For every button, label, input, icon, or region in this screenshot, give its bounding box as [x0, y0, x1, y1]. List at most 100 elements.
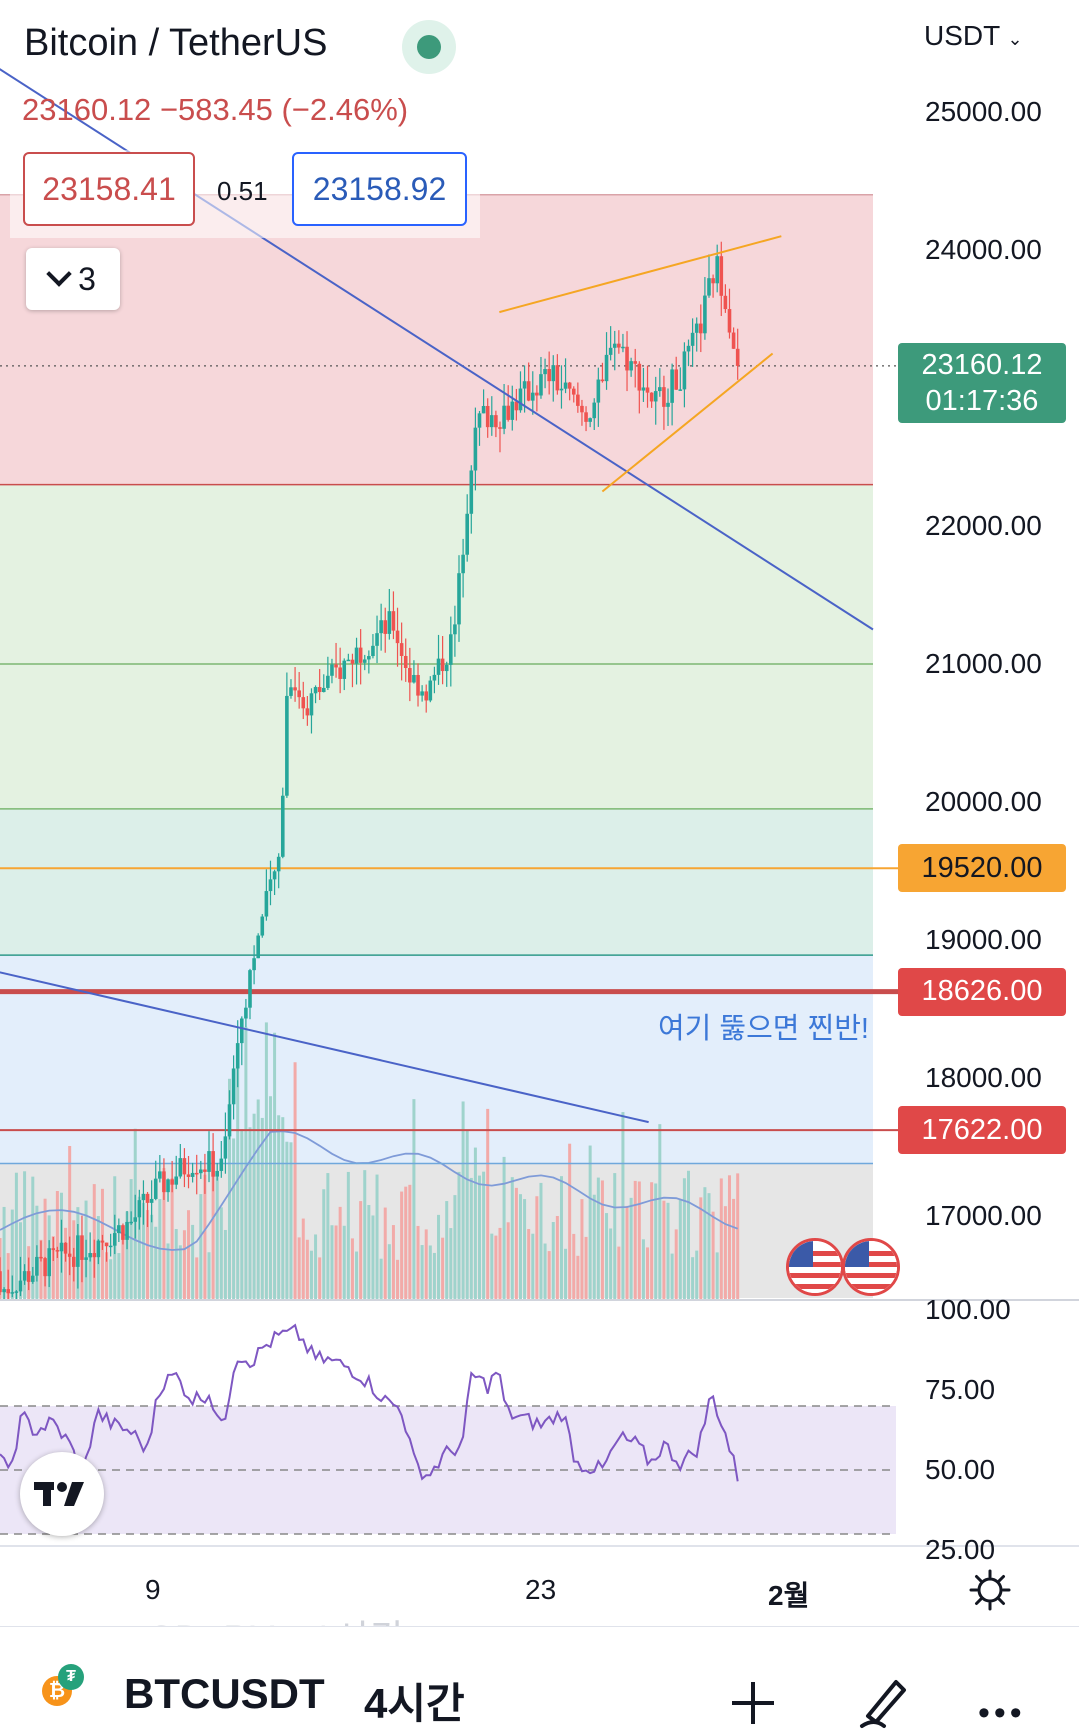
- timeframe-button[interactable]: 4시간: [364, 1680, 465, 1727]
- candle-body: [592, 402, 597, 419]
- candle-body: [711, 278, 715, 284]
- candle-body: [125, 1221, 129, 1240]
- zone-teal: [0, 808, 873, 956]
- candle-body: [129, 1221, 133, 1224]
- volume-bar: [621, 1112, 625, 1300]
- us-flag-event-icon[interactable]: [786, 1238, 844, 1296]
- candle-body: [571, 388, 576, 395]
- currency-selector[interactable]: USDT ⌄: [924, 20, 1023, 52]
- volume-bar: [2, 1206, 6, 1300]
- candle-body: [412, 674, 416, 683]
- volume-bar: [158, 1199, 162, 1300]
- volume-bar: [326, 1173, 330, 1300]
- volume-bar: [363, 1170, 367, 1300]
- price-tag-value: 23160.12: [921, 348, 1043, 381]
- candle-body: [637, 363, 642, 391]
- volume-bar: [387, 1244, 391, 1300]
- volume-bar: [391, 1225, 395, 1300]
- candle-body: [715, 256, 719, 284]
- candle-body: [489, 415, 494, 428]
- last-price: 23160.12: [22, 92, 152, 127]
- buy-button[interactable]: 23158.92: [292, 152, 467, 226]
- settings-gear-icon[interactable]: [968, 1568, 1012, 1612]
- candle-body: [494, 415, 498, 428]
- candle-body: [449, 634, 453, 665]
- candle-body: [84, 1257, 88, 1260]
- volume-bar: [330, 1225, 334, 1300]
- volume-bar: [117, 1253, 121, 1300]
- candle-body: [617, 343, 621, 348]
- indicators-toggle[interactable]: 3: [26, 248, 120, 310]
- volume-bar: [383, 1207, 387, 1300]
- volume-bar: [268, 1096, 272, 1300]
- volume-bar: [43, 1198, 47, 1300]
- candle-body: [608, 347, 613, 355]
- volume-bar: [178, 1245, 182, 1300]
- candle-body: [227, 1104, 232, 1137]
- volume-bar: [473, 1147, 477, 1300]
- volume-bar: [551, 1222, 555, 1300]
- volume-bar: [195, 1257, 199, 1300]
- candle-body: [621, 346, 625, 349]
- volume-bar: [10, 1209, 14, 1300]
- chart-annotation[interactable]: 여기 뚫으면 찐반!: [658, 1013, 869, 1045]
- candle-body: [252, 958, 256, 971]
- candlesticks: [0, 241, 740, 1300]
- volume-bar: [23, 1171, 27, 1300]
- candle-body: [506, 405, 510, 420]
- candle-body: [362, 659, 367, 663]
- candle-body: [248, 970, 252, 1008]
- tradingview-logo[interactable]: [20, 1452, 104, 1536]
- candle-body: [428, 680, 433, 701]
- candle-body: [354, 647, 359, 664]
- trendline: [0, 971, 649, 1124]
- volume-bar: [605, 1213, 609, 1300]
- candle-body: [367, 656, 371, 660]
- candle-body: [182, 1158, 187, 1175]
- volume-bar: [182, 1230, 186, 1300]
- volume-bar: [658, 1124, 662, 1300]
- volume-bar: [408, 1184, 412, 1300]
- volume-bar: [88, 1256, 92, 1300]
- candle-body: [100, 1240, 105, 1243]
- us-flag-event-icon[interactable]: [842, 1238, 900, 1296]
- candle-body: [395, 630, 400, 644]
- volume-bar: [420, 1245, 424, 1300]
- volume-bar: [457, 1171, 461, 1300]
- candle-body: [92, 1253, 97, 1258]
- volume-bar: [150, 1214, 154, 1300]
- candle-body: [551, 365, 556, 382]
- candle-body: [178, 1158, 183, 1177]
- candle-body: [199, 1169, 203, 1174]
- candle-body: [535, 392, 539, 396]
- volume-bar: [322, 1189, 326, 1300]
- candle-body: [239, 1018, 244, 1044]
- volume-bar: [445, 1201, 449, 1300]
- volume-bar: [314, 1234, 318, 1300]
- volume-bar: [703, 1187, 707, 1300]
- price-change: 23160.12 −583.45 (−2.46%): [22, 92, 408, 128]
- volume-bar: [592, 1194, 596, 1300]
- volume-bar: [543, 1243, 547, 1300]
- sell-button[interactable]: 23158.41: [23, 152, 195, 226]
- time-axis-label: 9: [145, 1574, 161, 1605]
- candle-body: [112, 1233, 117, 1246]
- volume-bar: [232, 1138, 236, 1300]
- candle-body: [690, 332, 695, 346]
- volume-bar: [711, 1211, 715, 1300]
- candle-body: [358, 647, 363, 663]
- volume-bar: [523, 1199, 527, 1300]
- volume-bar: [371, 1215, 375, 1300]
- volume-bar: [240, 1129, 244, 1300]
- candle-body: [420, 691, 424, 696]
- add-plus-icon[interactable]: [726, 1676, 780, 1730]
- volume-bar: [51, 1236, 55, 1300]
- price-chart[interactable]: [0, 0, 1079, 1626]
- symbol-button[interactable]: BTCUSDT: [124, 1670, 325, 1717]
- more-menu-icon[interactable]: •••: [978, 1694, 1026, 1732]
- volume-bar: [535, 1196, 539, 1300]
- candle-body: [14, 1291, 19, 1293]
- candle-body: [682, 351, 687, 390]
- pair-title[interactable]: Bitcoin / TetherUS: [24, 22, 328, 64]
- drawing-pen-icon[interactable]: [854, 1670, 914, 1730]
